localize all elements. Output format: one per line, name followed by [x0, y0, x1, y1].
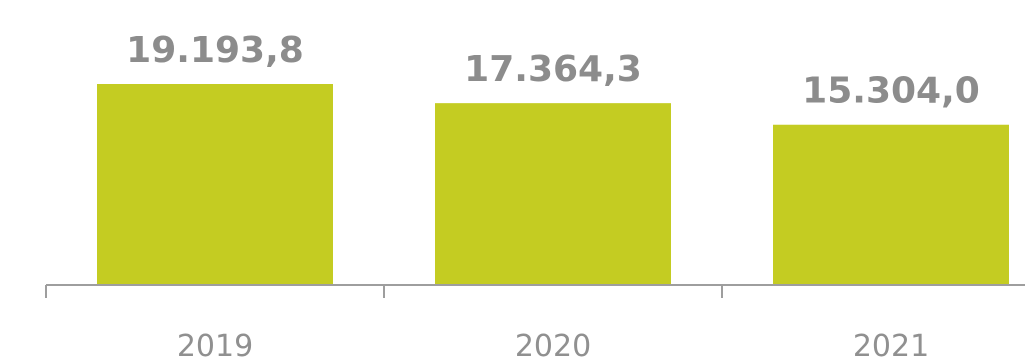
- value-label-2020: 17.364,3: [464, 49, 642, 90]
- value-label-2019: 19.193,8: [126, 30, 304, 71]
- x-axis: [45, 284, 1025, 298]
- bar-2020: [435, 103, 671, 285]
- bars-group: [97, 84, 1009, 285]
- value-labels-group: 19.193,8 17.364,3 15.304,0: [126, 30, 980, 112]
- value-label-2021: 15.304,0: [802, 71, 980, 112]
- bar-2021: [773, 124, 1009, 285]
- x-tick-label-2019: 2019: [177, 329, 253, 362]
- bar-2019: [97, 84, 333, 285]
- x-tick-label-2021: 2021: [853, 329, 929, 362]
- x-tick-label-2020: 2020: [515, 329, 591, 362]
- x-tick-labels-group: 2019 2020 2021: [177, 329, 929, 362]
